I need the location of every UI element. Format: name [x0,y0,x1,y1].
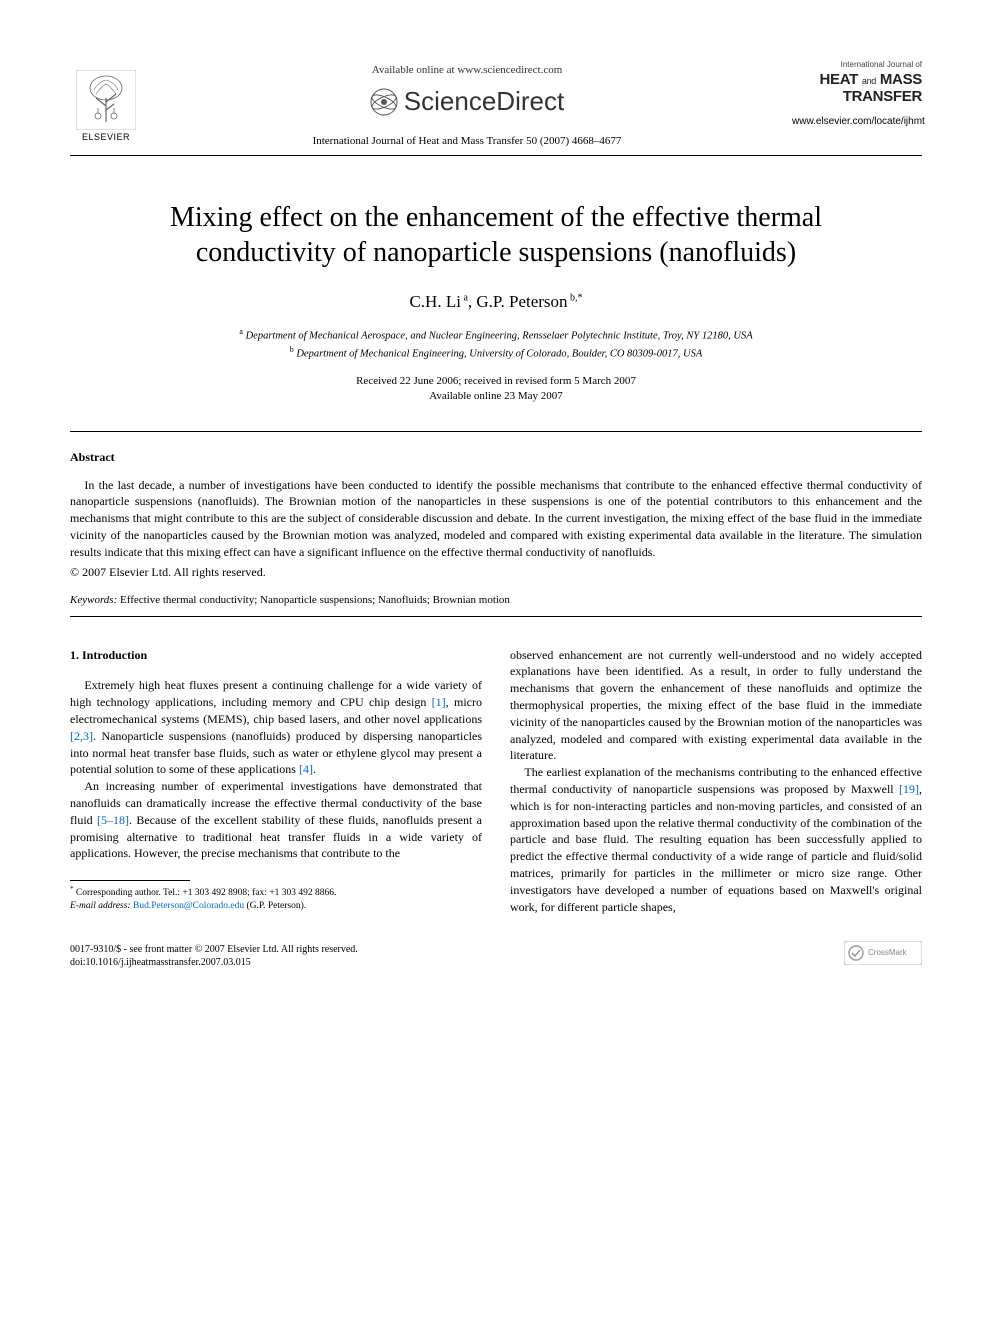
affiliation-b: Department of Mechanical Engineering, Un… [296,348,702,359]
date-online: Available online 23 May 2007 [70,389,922,404]
abstract-bottom-rule [70,616,922,617]
keywords-line: Keywords: Effective thermal conductivity… [70,594,922,606]
journal-logo-block: International Journal of HEAT and MASS T… [792,60,922,127]
elsevier-logo: ELSEVIER [70,60,142,142]
journal-logo-title: HEAT and MASS TRANSFER [792,71,922,106]
journal-reference: International Journal of Heat and Mass T… [142,135,792,147]
column-left: 1. Introduction Extremely high heat flux… [70,647,482,916]
journal-url: www.elsevier.com/locate/ijhmt [792,116,922,127]
journal-logo-pretitle: International Journal of [792,60,922,69]
ref-link-1[interactable]: [1] [432,695,446,709]
elsevier-tree-icon [76,70,136,130]
affiliations: a Department of Mechanical Aerospace, an… [70,326,922,362]
abstract-copyright: © 2007 Elsevier Ltd. All rights reserved… [70,565,922,580]
footnote-email-paren: (G.P. Peterson). [246,901,306,911]
intro-paragraph-3: The earliest explanation of the mechanis… [510,764,922,915]
footnote-email-link[interactable]: Bud.Peterson@Colorado.edu [133,901,244,911]
header-rule [70,155,922,156]
svg-text:CrossMark: CrossMark [868,948,908,957]
footnote-corr: Corresponding author. Tel.: +1 303 492 8… [76,888,337,898]
footer-left: 0017-9310/$ - see front matter © 2007 El… [70,943,358,969]
ref-link-19[interactable]: [19] [899,782,919,796]
ref-link-4[interactable]: [4] [299,762,313,776]
affiliation-a: Department of Mechanical Aerospace, and … [246,330,753,341]
footnote-email-label: E-mail address: [70,901,131,911]
sciencedirect-logo: ScienceDirect [370,86,564,117]
ref-link-5-18[interactable]: [5–18] [97,813,129,827]
footer-doi: doi:10.1016/j.ijheatmasstransfer.2007.03… [70,956,358,969]
keywords-text: Effective thermal conductivity; Nanopart… [120,594,510,606]
abstract-top-rule [70,431,922,432]
available-online-text: Available online at www.sciencedirect.co… [142,64,792,76]
intro-paragraph-2-cont: observed enhancement are not currently w… [510,647,922,765]
center-header: Available online at www.sciencedirect.co… [142,60,792,147]
date-received: Received 22 June 2006; received in revis… [70,374,922,389]
column-right: observed enhancement are not currently w… [510,647,922,916]
corresponding-author-footnote: * Corresponding author. Tel.: +1 303 492… [70,885,482,913]
authors: C.H. Li a, G.P. Peterson b,* [70,292,922,312]
keywords-label: Keywords: [70,594,117,606]
intro-paragraph-1: Extremely high heat fluxes present a con… [70,677,482,778]
article-dates: Received 22 June 2006; received in revis… [70,374,922,405]
body-columns: 1. Introduction Extremely high heat flux… [70,647,922,916]
abstract-heading: Abstract [70,450,922,465]
page-footer: 0017-9310/$ - see front matter © 2007 El… [70,941,922,969]
intro-paragraph-2: An increasing number of experimental inv… [70,778,482,862]
sciencedirect-text: ScienceDirect [404,86,564,117]
footnote-rule [70,880,190,881]
elsevier-label: ELSEVIER [82,132,130,142]
abstract-body: In the last decade, a number of investig… [70,477,922,561]
footer-copyright: 0017-9310/$ - see front matter © 2007 El… [70,943,358,956]
article-title: Mixing effect on the enhancement of the … [100,200,892,270]
page-header: ELSEVIER Available online at www.science… [70,60,922,147]
ref-link-2-3[interactable]: [2,3] [70,729,93,743]
crossmark-icon: CrossMark [844,941,922,969]
section-1-heading: 1. Introduction [70,647,482,664]
sciencedirect-icon [370,88,398,116]
